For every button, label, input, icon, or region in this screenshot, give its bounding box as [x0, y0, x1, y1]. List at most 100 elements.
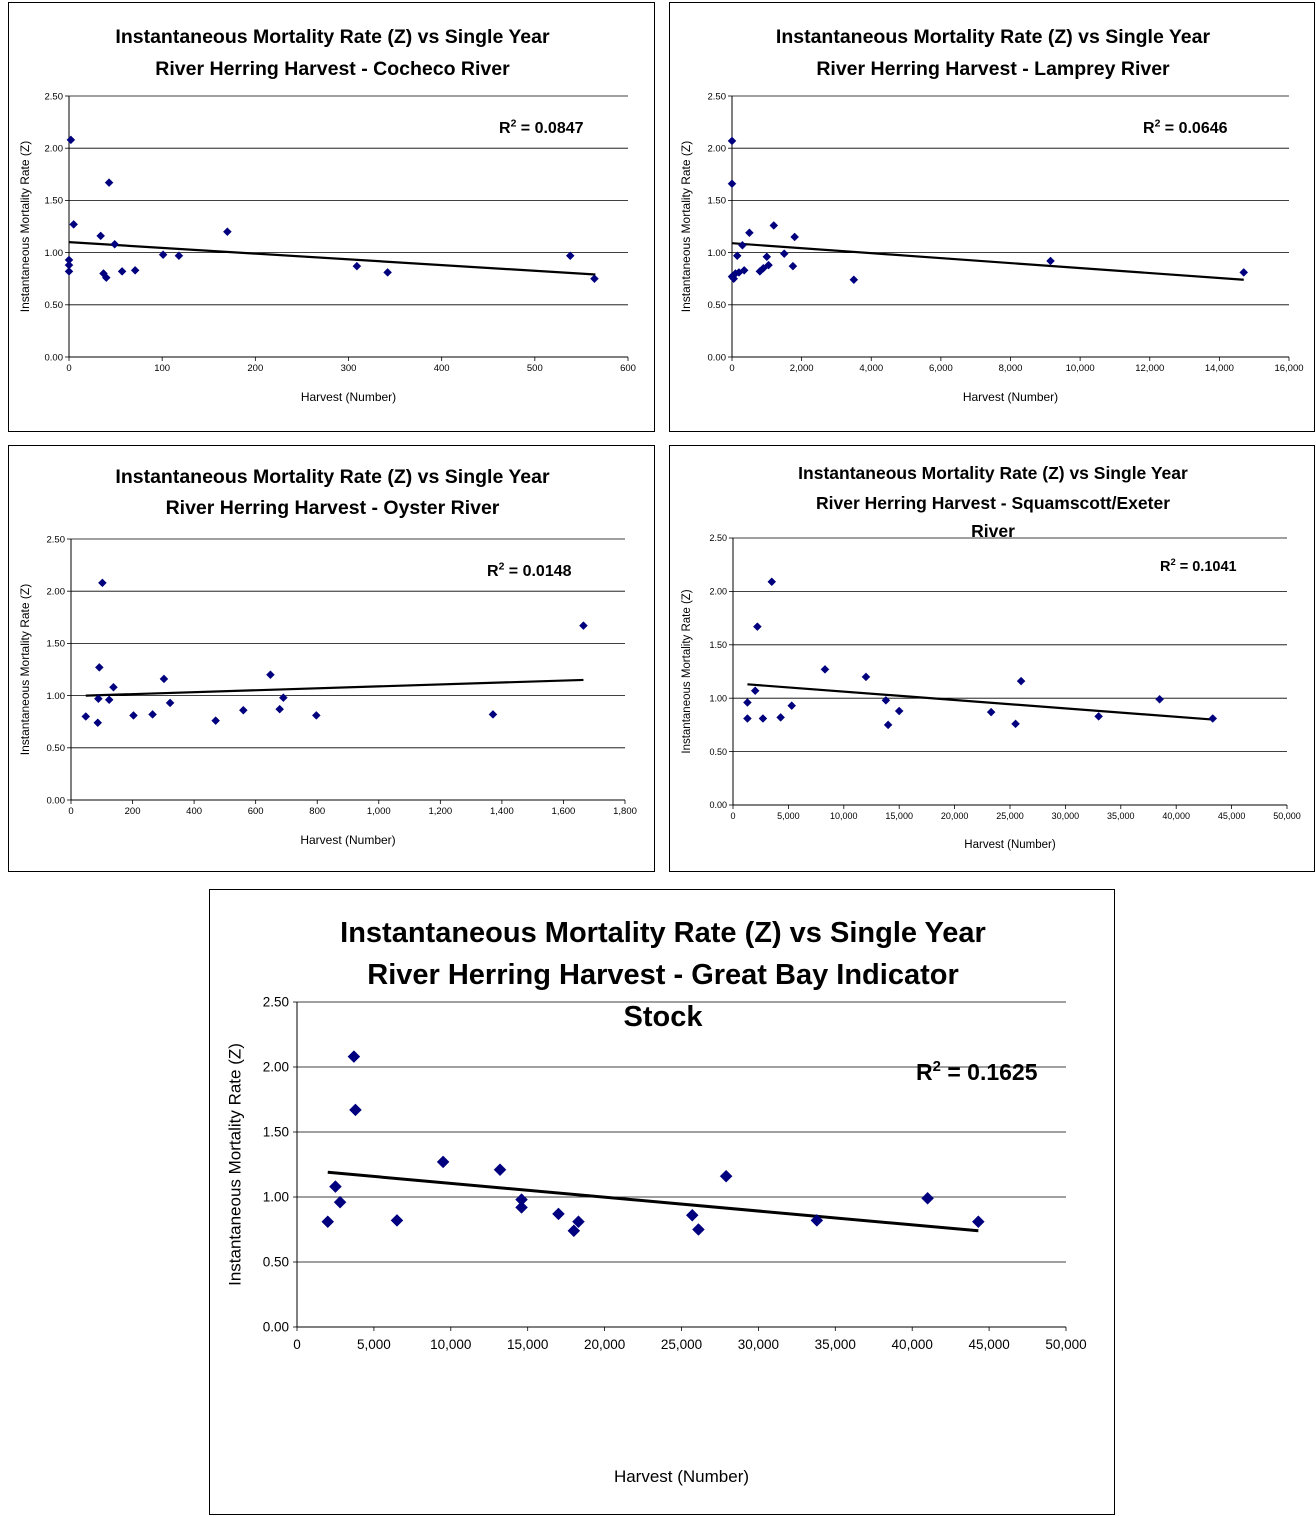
x-tick-label: 10,000: [430, 1337, 471, 1352]
x-tick-label: 15,000: [885, 811, 913, 821]
data-point: [820, 665, 830, 674]
data-point: [69, 220, 79, 229]
data-point: [104, 695, 114, 705]
data-point: [515, 1201, 528, 1214]
r-squared-label: R2 = 0.0148: [487, 562, 572, 580]
x-tick-label: 15,000: [507, 1337, 548, 1352]
x-tick-label: 0: [729, 363, 734, 374]
y-tick-label: 2.50: [263, 995, 289, 1010]
data-point: [894, 706, 904, 716]
y-tick-label: 1.50: [263, 1125, 289, 1140]
data-point: [347, 1050, 361, 1063]
data-point: [130, 265, 140, 275]
data-point: [565, 251, 575, 261]
data-point: [93, 718, 103, 728]
x-tick-label: 6,000: [929, 363, 953, 374]
data-point: [383, 268, 392, 277]
data-point: [148, 710, 157, 719]
data-point: [101, 273, 111, 283]
x-tick-label: 500: [527, 363, 543, 374]
data-point: [727, 136, 737, 146]
x-tick-label: 600: [248, 806, 264, 817]
y-tick-label: 1.50: [47, 639, 66, 650]
y-tick-label: 1.00: [45, 248, 64, 259]
y-tick-label: 0.00: [45, 352, 64, 363]
data-point: [266, 670, 275, 680]
data-point: [739, 265, 749, 275]
data-point: [1011, 719, 1020, 729]
y-tick-label: 1.50: [45, 196, 64, 207]
y-tick-label: 2.50: [708, 91, 727, 102]
data-point: [743, 698, 752, 707]
x-tick-label: 600: [620, 363, 636, 374]
data-point: [567, 1224, 581, 1238]
chart-title-line: River: [971, 521, 1015, 541]
data-point: [64, 267, 74, 276]
data-point: [732, 251, 742, 261]
y-tick-label: 2.00: [47, 587, 66, 598]
data-point: [764, 260, 773, 270]
data-point: [790, 232, 800, 242]
y-axis-label: Instantaneous Mortality Rate (Z): [18, 584, 32, 755]
y-tick-label: 1.00: [47, 691, 66, 702]
data-point: [750, 686, 760, 696]
x-tick-label: 100: [154, 363, 170, 374]
data-point: [104, 178, 114, 188]
data-point: [211, 716, 221, 726]
y-tick-label: 0.00: [709, 800, 727, 810]
x-tick-label: 1,800: [613, 806, 637, 817]
data-point: [758, 714, 768, 723]
y-tick-label: 2.50: [47, 534, 66, 545]
r-squared-value: = 0.0646: [1160, 120, 1227, 137]
x-tick-label: 1,400: [490, 806, 514, 817]
x-tick-label: 50,000: [1273, 811, 1301, 821]
x-axis-label: Harvest (Number): [964, 839, 1056, 851]
data-point: [158, 250, 168, 260]
x-tick-label: 12,000: [1135, 363, 1164, 374]
data-point: [692, 1223, 705, 1236]
data-point: [552, 1207, 565, 1221]
y-tick-label: 1.00: [708, 248, 727, 259]
y-tick-label: 1.00: [263, 1190, 289, 1205]
data-point: [810, 1214, 824, 1227]
chart-title-line: River Herring Harvest - Great Bay Indica…: [367, 959, 958, 991]
data-point: [109, 682, 118, 692]
data-point: [94, 694, 103, 704]
data-point: [738, 240, 747, 250]
data-point: [1046, 256, 1055, 266]
r-squared-prefix: R: [916, 1059, 933, 1085]
data-point: [81, 712, 91, 721]
data-point: [971, 1215, 985, 1229]
data-point: [436, 1155, 450, 1169]
data-point: [1239, 268, 1249, 277]
x-tick-label: 45,000: [1218, 811, 1246, 821]
x-axis-label: Harvest (Number): [614, 1467, 749, 1486]
data-point: [488, 710, 498, 719]
r-squared-prefix: R: [1143, 120, 1155, 137]
trendline: [731, 242, 1244, 281]
y-axis-label: Instantaneous Mortality Rate (Z): [679, 141, 693, 312]
y-tick-label: 2.00: [708, 144, 727, 155]
data-point: [921, 1191, 934, 1205]
trendline: [68, 241, 596, 276]
x-tick-label: 400: [186, 806, 202, 817]
data-point: [881, 695, 891, 705]
data-point: [685, 1208, 699, 1222]
data-point: [767, 577, 777, 587]
x-tick-label: 14,000: [1205, 363, 1234, 374]
chart-svg: Instantaneous Mortality Rate (Z) vs Sing…: [681, 463, 1301, 851]
y-tick-label: 2.50: [45, 91, 64, 102]
y-tick-label: 0.50: [709, 747, 727, 757]
y-tick-label: 2.00: [45, 144, 64, 155]
x-tick-label: 35,000: [1107, 811, 1135, 821]
r-squared-superscript: 2: [933, 1058, 941, 1075]
data-point: [883, 720, 893, 730]
chart-title-line: Instantaneous Mortality Rate (Z) vs Sing…: [115, 466, 550, 488]
x-axis-label: Harvest (Number): [301, 390, 396, 404]
data-point: [1094, 712, 1103, 721]
x-tick-label: 1,600: [552, 806, 576, 817]
chart-lamprey-river: Instantaneous Mortality Rate (Z) vs Sing…: [669, 2, 1315, 432]
x-tick-label: 30,000: [738, 1337, 779, 1352]
x-tick-label: 20,000: [584, 1337, 625, 1352]
x-tick-label: 40,000: [1162, 811, 1190, 821]
